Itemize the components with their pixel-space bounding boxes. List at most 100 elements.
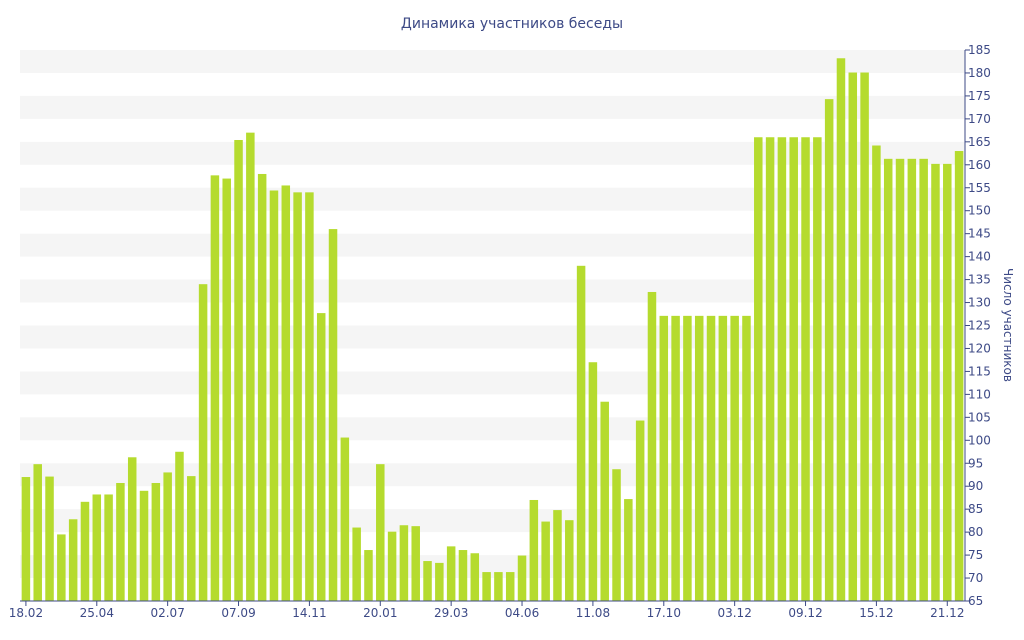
y-tick-label: 75 xyxy=(968,548,983,562)
bar xyxy=(588,362,598,601)
grid-band xyxy=(20,417,965,441)
grid-band xyxy=(20,509,965,533)
bar xyxy=(765,137,775,601)
bar xyxy=(576,265,586,601)
bar xyxy=(565,520,574,601)
bar xyxy=(624,499,633,601)
chart-title: Динамика участников беседы xyxy=(401,16,623,32)
grid-band xyxy=(20,187,965,211)
x-tick-label: 21.12 xyxy=(930,606,964,620)
y-tick-label: 150 xyxy=(968,204,991,218)
y-tick-label: 125 xyxy=(968,319,991,333)
bar xyxy=(600,401,609,601)
bar xyxy=(175,451,184,601)
grid-band xyxy=(20,233,965,257)
x-tick-label: 18.02 xyxy=(9,606,43,620)
y-axis-ticks: 65 70 75 80 85 90 95 100 105 110 115 120 125 130 135 14… xyxy=(965,43,991,608)
bar xyxy=(671,315,680,601)
bar xyxy=(954,151,964,601)
y-tick-label: 95 xyxy=(968,456,983,470)
bar xyxy=(517,555,527,601)
bar xyxy=(376,464,385,601)
y-tick-label: 155 xyxy=(968,181,991,195)
bar xyxy=(683,315,692,601)
bar xyxy=(458,550,468,601)
x-tick-label: 20.01 xyxy=(363,606,397,620)
bar xyxy=(246,132,255,601)
y-tick-label: 130 xyxy=(968,296,991,310)
y-tick-label: 85 xyxy=(968,502,983,516)
bar xyxy=(907,158,917,601)
bar xyxy=(482,572,491,601)
grid-band xyxy=(20,463,965,487)
grid-band xyxy=(20,325,965,349)
bar xyxy=(494,572,503,601)
bar xyxy=(801,137,810,601)
x-tick-label: 02.07 xyxy=(150,606,184,620)
bar xyxy=(80,501,90,601)
y-tick-label: 70 xyxy=(968,571,983,585)
bar xyxy=(706,315,716,601)
bar xyxy=(718,315,728,601)
y-tick-label: 115 xyxy=(968,364,991,378)
y-tick-label: 175 xyxy=(968,89,991,103)
bar xyxy=(257,173,267,601)
bar xyxy=(187,476,196,601)
bar xyxy=(541,521,550,601)
bar xyxy=(411,526,420,601)
bar xyxy=(198,284,208,601)
grid-bands xyxy=(20,50,965,579)
bar xyxy=(423,561,432,601)
y-tick-label: 65 xyxy=(968,594,983,608)
x-tick-label: 09.12 xyxy=(788,606,822,620)
bar xyxy=(328,229,338,601)
bar xyxy=(446,546,456,601)
y-tick-label: 90 xyxy=(968,479,983,493)
bar xyxy=(57,534,66,601)
bar xyxy=(777,137,787,601)
bar xyxy=(293,192,302,601)
bar xyxy=(505,572,515,601)
bar xyxy=(269,190,279,601)
bar xyxy=(789,137,798,601)
grid-band xyxy=(20,141,965,165)
bar xyxy=(316,313,326,601)
bar xyxy=(659,315,669,601)
bar xyxy=(281,185,291,601)
bar xyxy=(860,72,869,602)
x-tick-label: 25.04 xyxy=(80,606,114,620)
bar xyxy=(33,464,42,601)
x-axis-ticks: 18.02 25.04 02.07 07.09 14.11 20.01 29.03 04.06… xyxy=(9,601,964,620)
x-tick-label: 14.11 xyxy=(292,606,326,620)
y-tick-label: 80 xyxy=(968,525,983,539)
y-tick-label: 185 xyxy=(968,43,991,57)
grid-band xyxy=(20,95,965,119)
x-tick-label: 04.06 xyxy=(505,606,539,620)
y-tick-label: 105 xyxy=(968,410,991,424)
bar-series xyxy=(21,58,964,602)
bar xyxy=(399,525,409,601)
y-tick-label: 100 xyxy=(968,433,991,447)
bar xyxy=(824,99,834,602)
bar xyxy=(163,472,172,601)
bar xyxy=(612,469,621,601)
y-tick-label: 110 xyxy=(968,387,991,401)
bar xyxy=(470,553,480,601)
bar xyxy=(352,527,361,601)
bar xyxy=(943,163,952,601)
grid-band xyxy=(20,50,965,73)
y-tick-label: 140 xyxy=(968,250,991,264)
bar xyxy=(340,437,350,601)
bar xyxy=(305,192,314,601)
bar xyxy=(92,494,102,601)
grid-band xyxy=(20,279,965,303)
y-axis-title: Число участников xyxy=(1001,268,1015,382)
bar xyxy=(435,562,444,601)
bar xyxy=(104,494,113,601)
y-tick-label: 120 xyxy=(968,341,991,355)
bar xyxy=(68,519,78,601)
bar xyxy=(222,178,231,602)
bar xyxy=(21,477,31,601)
